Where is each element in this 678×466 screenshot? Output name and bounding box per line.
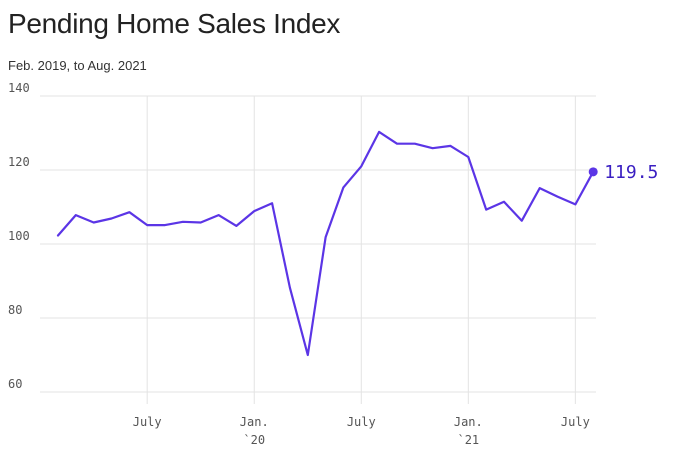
x-axis-tick-labels: July Jan. `20 July Jan. `21 July	[133, 415, 590, 447]
x-tick-label: July	[561, 415, 590, 429]
y-tick-label: 100	[8, 229, 30, 243]
x-tick-sublabel: `20	[243, 433, 265, 447]
vertical-gridlines	[146, 96, 576, 404]
x-tick-label: July	[133, 415, 162, 429]
y-tick-label: 60	[8, 377, 22, 391]
horizontal-gridlines	[40, 95, 596, 393]
chart-title: Pending Home Sales Index	[8, 8, 341, 39]
y-tick-label: 140	[8, 81, 30, 95]
y-tick-label: 80	[8, 303, 22, 317]
y-tick-label: 120	[8, 155, 30, 169]
data-points	[57, 131, 594, 356]
end-point-marker	[588, 167, 598, 177]
x-tick-label: July	[347, 415, 376, 429]
end-value-label: 119.5	[604, 162, 658, 183]
x-tick-sublabel: `21	[457, 433, 479, 447]
series-line	[56, 130, 595, 357]
y-axis-tick-labels: 60 80 100 120 140	[8, 81, 30, 391]
chart-subtitle: Feb. 2019, to Aug. 2021	[8, 58, 147, 73]
x-tick-label: Jan.	[454, 415, 483, 429]
x-tick-label: Jan.	[240, 415, 269, 429]
